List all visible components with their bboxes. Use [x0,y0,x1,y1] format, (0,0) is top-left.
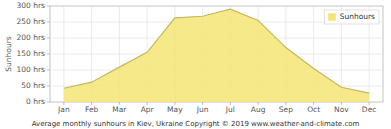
grid [50,6,383,102]
tick-mark [47,102,50,103]
legend-frame [325,10,379,24]
y-tick-label: 300 hrs [17,1,46,10]
tick-mark [47,86,50,87]
x-tick-label: Feb [85,105,99,114]
tick-mark [47,6,50,7]
y-tick-label: 200 hrs [17,33,46,42]
legend: Sunhours [325,10,379,24]
y-axis-label: Sunhours [4,36,13,71]
chart: 0 hrs 50 hrs 100 hrs 150 hrs 200 hrs 250 hrs 3… [0,0,391,129]
tick-mark [47,38,50,39]
tick-mark [47,70,50,71]
x-tick-label: Mar [112,105,127,114]
y-tick-label: 250 hrs [17,17,46,26]
grid-line [50,6,383,7]
x-tick-label: Jul [225,105,235,114]
x-tick-label: Jan [57,105,70,114]
x-tick-label: Dec [362,105,377,114]
x-tick-label: Apr [141,105,155,114]
line [64,9,369,93]
data [64,9,369,102]
x-tick-label: Sep [279,105,293,114]
x-tick-label: Aug [251,105,266,114]
tick-mark [47,54,50,55]
legend-label: Sunhours [340,12,375,21]
title: Average monthly sunhours in Kiev, Ukrain… [32,120,360,128]
y-tick-label: 150 hrs [17,49,46,58]
area [64,9,369,102]
x-tick-label: May [167,105,183,114]
tick-mark [47,22,50,23]
y-tick-label: 50 hrs [21,81,45,90]
x-tick-label: Nov [334,105,349,114]
y-tick-label: 0 hrs [26,97,45,106]
y-tick-label: 100 hrs [17,65,46,74]
legend-swatch [329,14,336,21]
plot-area [50,6,383,102]
x-tick-label: Jun [196,105,209,114]
x-tick-label: Oct [307,105,320,114]
